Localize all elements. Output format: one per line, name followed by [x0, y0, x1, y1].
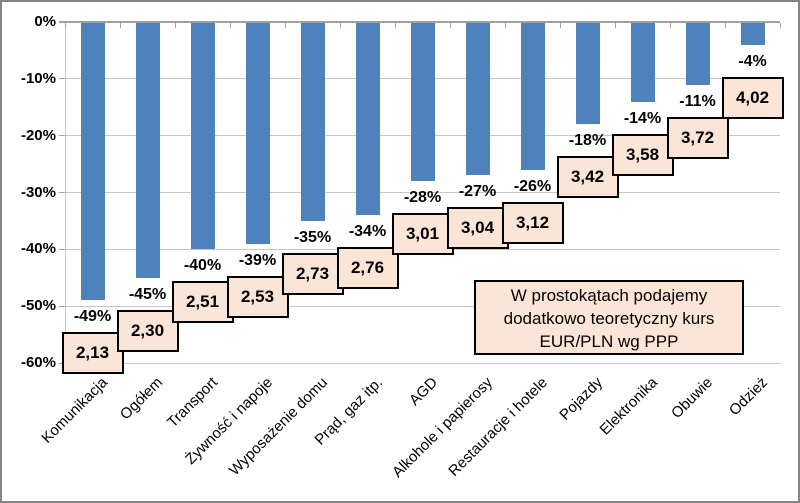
- bar-value-label: -45%: [128, 285, 167, 303]
- bar-value-label: -26%: [513, 177, 552, 195]
- x-axis-tick: [560, 23, 561, 28]
- x-axis-tick: [780, 23, 781, 28]
- h-gridline: [65, 192, 780, 193]
- x-axis-tick: [120, 23, 121, 28]
- y-axis-label: -60%: [20, 354, 56, 371]
- x-axis-zero-line: [59, 21, 780, 23]
- bar-0: [80, 22, 105, 301]
- x-axis-tick: [450, 23, 451, 28]
- bar-value-label: -49%: [73, 308, 112, 326]
- bar-value-label: -40%: [183, 257, 222, 275]
- ppp-value-box: 3,42: [556, 156, 619, 199]
- x-axis-tick: [230, 23, 231, 28]
- x-axis-tick: [725, 23, 726, 28]
- ppp-value-box: 3,72: [666, 116, 729, 159]
- ppp-value-box: 2,53: [226, 275, 289, 318]
- ppp-value-box: 3,58: [611, 133, 674, 176]
- x-axis-tick: [505, 23, 506, 28]
- bar-value-label: -11%: [679, 92, 716, 110]
- ppp-value-box: 2,76: [336, 247, 399, 290]
- bar-value-label: -27%: [458, 183, 497, 201]
- ppp-value-box: 2,73: [281, 252, 344, 295]
- ppp-value-box: 2,13: [61, 332, 124, 375]
- bar-10: [630, 22, 655, 102]
- y-axis-label: 0%: [34, 13, 56, 30]
- y-axis-line: [65, 22, 66, 363]
- bar-3: [245, 22, 270, 244]
- bar-value-label: -39%: [238, 251, 277, 269]
- annotation-line: dodatkowo teoretyczny kurs: [503, 309, 715, 328]
- bar-9: [575, 22, 600, 125]
- bar-4: [300, 22, 325, 221]
- bar-value-label: -14%: [623, 109, 662, 127]
- y-axis-tick: [59, 305, 65, 307]
- x-axis-tick: [175, 23, 176, 28]
- bar-8: [520, 22, 545, 170]
- annotation-line: W prostokątach podajemy: [510, 286, 708, 305]
- ppp-value-box: 4,02: [721, 76, 784, 119]
- bar-value-label: -18%: [568, 132, 607, 150]
- x-axis-tick: [395, 23, 396, 28]
- x-axis-tick: [65, 23, 66, 28]
- y-axis-label: -10%: [20, 69, 56, 87]
- bar-12: [740, 22, 765, 45]
- x-axis-tick: [285, 23, 286, 28]
- ppp-value-box: 2,51: [171, 281, 234, 324]
- y-axis-label: -50%: [20, 297, 56, 315]
- x-axis-tick: [340, 23, 341, 28]
- y-axis-tick: [59, 135, 65, 137]
- bar-value-label: -4%: [738, 52, 767, 70]
- bar-value-label: -34%: [348, 223, 387, 241]
- bar-value-label: -35%: [293, 228, 332, 246]
- h-gridline: [65, 305, 780, 307]
- bar-1: [135, 22, 160, 278]
- y-axis-label: -30%: [20, 183, 56, 201]
- bar-5: [355, 22, 380, 216]
- bar-value-label: -28%: [403, 189, 442, 207]
- y-axis-tick: [59, 248, 65, 250]
- y-axis-tick: [59, 78, 65, 80]
- ppp-value-box: 3,01: [391, 213, 454, 256]
- bar-11: [685, 22, 710, 85]
- annotation-line: EUR/PLN wg PPP: [539, 332, 679, 351]
- h-gridline: [65, 362, 780, 364]
- annotation-box: W prostokątach podajemy dodatkowo teorety…: [474, 280, 744, 355]
- bar-7: [465, 22, 490, 176]
- x-axis-tick: [615, 23, 616, 28]
- ppp-value-box: 3,12: [501, 201, 564, 244]
- ppp-value-box: 2,30: [116, 309, 179, 352]
- bar-6: [410, 22, 435, 182]
- y-axis-label: -40%: [20, 240, 56, 258]
- y-axis-label: -20%: [20, 126, 56, 144]
- y-axis-tick: [59, 192, 65, 193]
- ppp-value-box: 3,04: [446, 207, 509, 250]
- bar-2: [190, 22, 215, 250]
- x-axis-tick: [670, 23, 671, 28]
